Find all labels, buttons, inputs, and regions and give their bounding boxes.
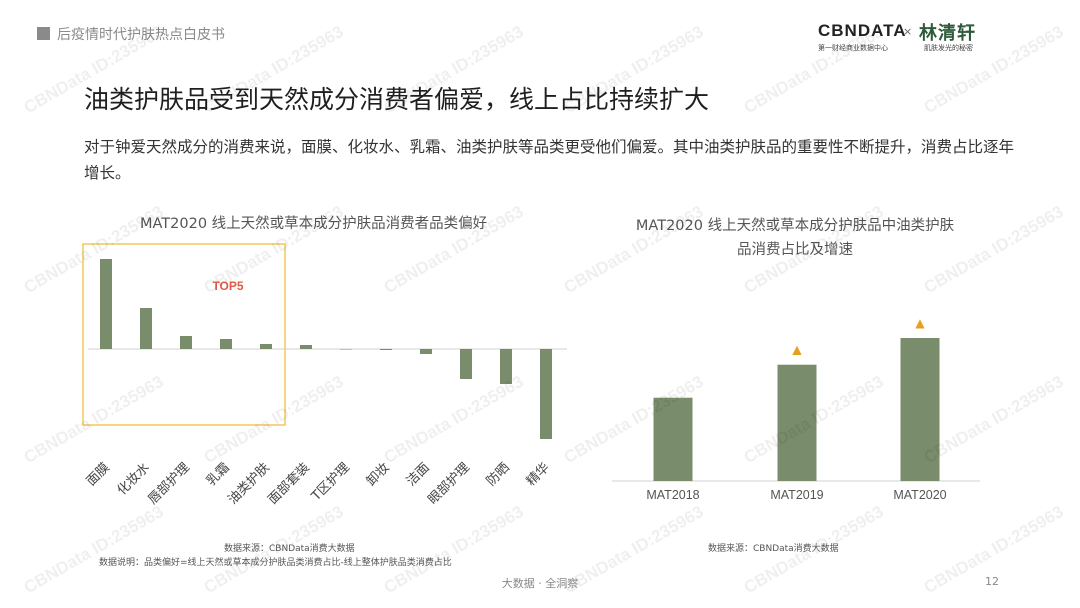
- partner-logo-subtitle: 肌肤发光的秘密: [924, 44, 973, 52]
- left-category-label: 面膜: [84, 460, 113, 489]
- partner-logo: 林清轩: [919, 23, 976, 44]
- right-chart-title-line1: MAT2020 线上天然或草本成分护肤品中油类护肤: [635, 218, 955, 234]
- footer-slogan: 大数据 · 全洞察: [501, 577, 579, 590]
- left-category-label: 化妆水: [115, 460, 153, 498]
- right-chart-title: MAT2020 线上天然或草本成分护肤品中油类护肤 品消费占比及增速: [612, 214, 978, 262]
- header-square-icon: [37, 27, 50, 40]
- left-bar: [380, 349, 392, 350]
- top5-highlight-box: [82, 243, 286, 426]
- left-category-label: 精华: [524, 460, 553, 489]
- right-category-label: MAT2020: [893, 488, 946, 502]
- cbndata-logo-subtitle: 第一财经商业数据中心: [818, 44, 888, 52]
- left-chart-title: MAT2020 线上天然或草本成分护肤品消费者品类偏好: [140, 216, 488, 232]
- left-category-label: 洁面: [404, 460, 433, 489]
- left-category-label: 唇部护理: [145, 460, 192, 507]
- cbndata-logo: CBNDATA: [818, 21, 907, 40]
- right-chart-title-line2: 品消费占比及增速: [737, 242, 853, 258]
- right-bar: [653, 397, 693, 481]
- left-chart-source: 数据来源：CBNData消费大数据: [224, 544, 355, 554]
- left-bar: [180, 336, 192, 349]
- right-category-label: MAT2018: [646, 488, 699, 502]
- left-bar: [340, 349, 352, 350]
- growth-triangle-icon: ▲: [792, 343, 802, 357]
- collab-times-sign: ×: [903, 25, 913, 38]
- left-category-label: T区护理: [308, 460, 353, 505]
- left-bar: [220, 339, 232, 349]
- brand-logos: CBNDATA 第一财经商业数据中心 × 林清轩 肌肤发光的秘密: [818, 20, 993, 56]
- left-bar: [540, 349, 552, 439]
- left-category-label: 面部套装: [265, 460, 313, 508]
- page-description: 对于钟爱天然成分的消费来说，面膜、化妆水、乳霜、油类护肤等品类更受他们偏爱。其中…: [84, 138, 1015, 182]
- left-bar: [460, 349, 472, 379]
- left-bar: [100, 259, 112, 349]
- page-title: 油类护肤品受到天然成分消费者偏爱，线上占比持续扩大: [84, 85, 710, 114]
- right-chart-source: 数据来源：CBNData消费大数据: [708, 544, 839, 554]
- right-bar-chart: MAT2018 MAT2019 ▲ MAT2020 ▲: [612, 316, 980, 502]
- left-bar: [260, 344, 272, 349]
- left-category-label: 防晒: [483, 460, 513, 490]
- left-chart-note: 数据说明：品类偏好=线上天然或草本成分护肤品类消费占比-线上整体护肤品类消费占比: [99, 558, 452, 568]
- right-bar: [777, 364, 817, 481]
- top5-label: TOP5: [212, 279, 243, 293]
- growth-triangle-icon: ▲: [915, 316, 925, 330]
- left-bar: [420, 349, 432, 354]
- report-title: 后疫情时代护肤热点白皮书: [57, 27, 225, 43]
- left-bar: [140, 308, 152, 349]
- page-number: 12: [985, 575, 999, 588]
- right-bar: [900, 338, 940, 481]
- right-category-label: MAT2019: [770, 488, 823, 502]
- left-category-label: 油类护肤: [225, 460, 272, 507]
- left-bar: [500, 349, 512, 384]
- left-category-label: 眼部护理: [425, 460, 472, 507]
- left-bar: [300, 345, 312, 349]
